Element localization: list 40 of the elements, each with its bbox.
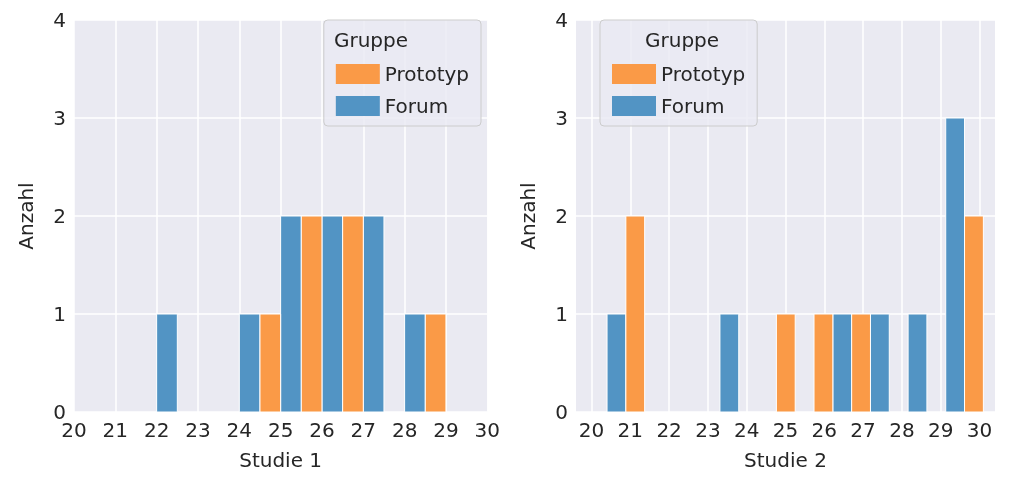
legend-label: Prototyp [384,62,470,86]
y-axis-title: Anzahl [516,182,540,250]
x-tick-label: 30 [474,418,500,442]
x-tick-label: 25 [772,418,799,442]
x-tick-label: 24 [226,418,253,442]
y-tick-label: 0 [555,400,568,424]
x-tick-label: 21 [102,418,129,442]
y-tick-label: 4 [53,8,66,32]
x-axis-title: Studie 1 [239,448,323,472]
x-tick-label: 25 [267,418,294,442]
x-tick-label: 22 [656,418,682,442]
y-tick-label: 1 [53,302,66,326]
x-axis-title: Studie 2 [744,448,827,472]
x-tick-label: 22 [143,418,170,442]
x-tick-label: 27 [350,418,377,442]
x-tick-label: 23 [695,418,721,442]
y-tick-label: 4 [555,8,568,32]
x-tick-label: 29 [433,418,459,442]
x-tick-label: 24 [733,418,760,442]
y-tick-label: 2 [53,204,66,228]
x-tick-label: 27 [850,418,876,442]
x-tick-label: 20 [578,418,605,442]
x-tick-label: 28 [391,418,418,442]
legend-title: Gruppe [333,28,408,52]
y-tick-label: 3 [555,106,568,130]
legend-label: Forum [384,94,449,118]
x-tick-label: 30 [966,418,993,442]
y-tick-label: 3 [53,106,66,130]
legend-label: Prototyp [661,62,746,86]
x-tick-label: 26 [309,418,335,442]
legend-title: Gruppe [645,28,720,52]
legend-label: Forum [661,94,725,118]
y-axis-title: Anzahl [14,182,38,250]
y-tick-label: 1 [555,302,568,326]
x-tick-label: 23 [185,418,211,442]
x-tick-label: 26 [811,418,838,442]
x-tick-label: 28 [889,418,915,442]
y-tick-label: 2 [555,204,568,228]
x-tick-label: 21 [617,418,644,442]
x-tick-label: 29 [927,418,954,442]
